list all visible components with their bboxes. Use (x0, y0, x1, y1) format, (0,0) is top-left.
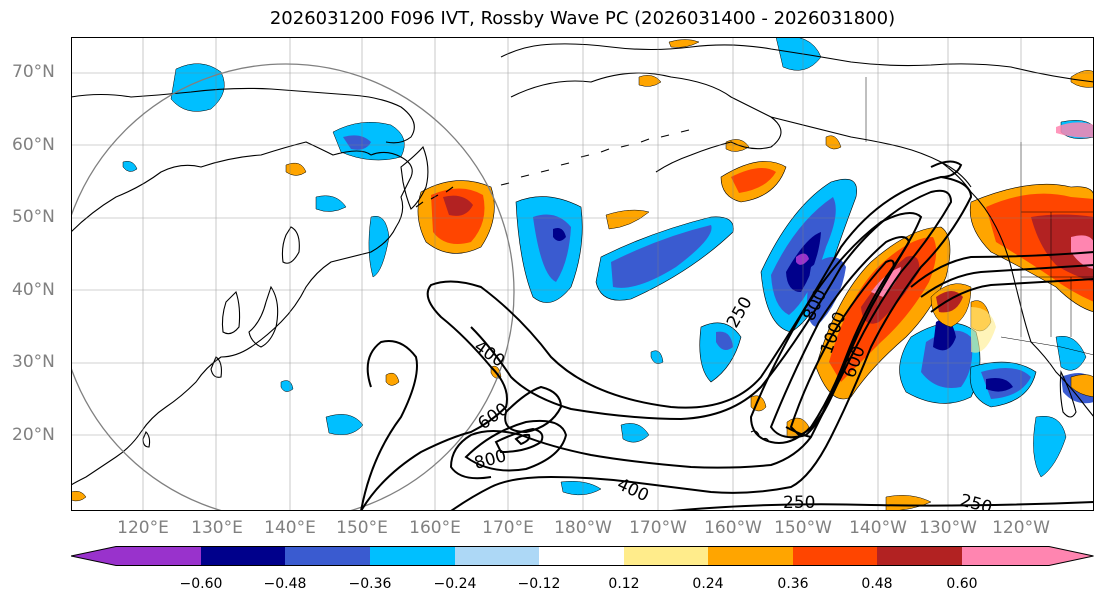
colorbar-tick-neg048: −0.48 (263, 576, 307, 592)
map-title: 2026031200 F096 IVT, Rossby Wave PC (202… (269, 8, 896, 29)
lon-label-140w: 140°W (849, 518, 907, 538)
lat-label-20: 20°N (12, 425, 55, 445)
colorbar-cell (962, 546, 1094, 566)
coastlines (71, 43, 1094, 486)
colorbar-tick-neg024: −0.24 (433, 576, 477, 592)
lon-label-120e: 120°E (117, 518, 169, 538)
lat-label-70: 70°N (12, 62, 55, 82)
colorbar-tick-neg012: −0.12 (517, 576, 561, 592)
lon-label-180w: 180°W (554, 518, 612, 538)
map-panel: 400 600 800 400 250 800 1000 600 250 250 (71, 37, 1094, 511)
lon-label-150w: 150°W (774, 518, 832, 538)
colorbar-cell (793, 546, 877, 566)
lon-label-160w: 160°W (704, 518, 762, 538)
lon-label-160e: 160°E (409, 518, 461, 538)
range-circle (71, 63, 515, 511)
lat-label-30: 30°N (12, 352, 55, 372)
lat-label-40: 40°N (12, 280, 55, 300)
colorbar-cell (201, 546, 285, 566)
colorbar-cell (285, 546, 370, 566)
colorbar-tick-036: 0.36 (777, 576, 809, 592)
colorbar-tick-060: 0.60 (946, 576, 978, 592)
lon-label-130w: 130°W (919, 518, 977, 538)
lon-label-120w: 120°W (992, 518, 1050, 538)
contour-label-250b: 250 (783, 493, 815, 511)
colorbar-tick-048: 0.48 (861, 576, 893, 592)
ivt-contours (360, 160, 1094, 511)
lat-label-50: 50°N (12, 207, 55, 227)
lon-label-130e: 130°E (191, 518, 243, 538)
colorbar-tick-neg060: −0.60 (179, 576, 223, 592)
lon-label-170e: 170°E (482, 518, 534, 538)
map-frame (71, 37, 1094, 511)
colorbar-tick-024: 0.24 (692, 576, 724, 592)
colorbar-cell (624, 546, 708, 566)
colorbar-tick-012: 0.12 (608, 576, 640, 592)
colorbar-cell (877, 546, 962, 566)
colorbar-cell (370, 546, 455, 566)
contour-label-250c: 250 (958, 491, 995, 511)
lat-label-60: 60°N (12, 135, 55, 155)
colorbar (71, 546, 1094, 566)
colorbar-cell (539, 546, 624, 566)
lon-label-140e: 140°E (264, 518, 316, 538)
colorbar-tick-neg036: −0.36 (348, 576, 392, 592)
lon-label-150e: 150°E (336, 518, 388, 538)
graticule (71, 37, 1094, 511)
lon-label-170w: 170°W (629, 518, 687, 538)
colorbar-cell (708, 546, 793, 566)
colorbar-cell (71, 546, 201, 566)
colorbar-cell (455, 546, 539, 566)
